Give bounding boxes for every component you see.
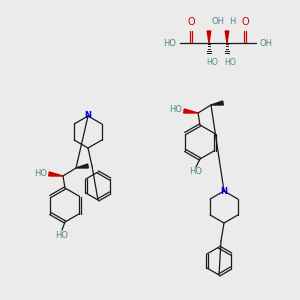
Text: HO: HO bbox=[169, 106, 182, 115]
Text: O: O bbox=[212, 58, 218, 67]
Text: O: O bbox=[241, 17, 249, 27]
Polygon shape bbox=[184, 109, 198, 113]
Polygon shape bbox=[211, 101, 223, 105]
Text: HO: HO bbox=[163, 38, 176, 47]
Text: N: N bbox=[85, 112, 92, 121]
Polygon shape bbox=[76, 164, 88, 168]
Text: HO: HO bbox=[190, 167, 202, 176]
Text: O: O bbox=[230, 58, 236, 67]
Polygon shape bbox=[225, 31, 229, 43]
Polygon shape bbox=[207, 31, 211, 43]
Text: HO: HO bbox=[34, 169, 47, 178]
Text: OH: OH bbox=[211, 17, 224, 26]
Text: OH: OH bbox=[260, 38, 273, 47]
Text: N: N bbox=[220, 187, 227, 196]
Polygon shape bbox=[49, 172, 63, 176]
Text: H: H bbox=[224, 58, 230, 67]
Text: HO: HO bbox=[56, 230, 68, 239]
Text: O: O bbox=[187, 17, 195, 27]
Text: H: H bbox=[229, 17, 236, 26]
Text: H: H bbox=[206, 58, 212, 67]
